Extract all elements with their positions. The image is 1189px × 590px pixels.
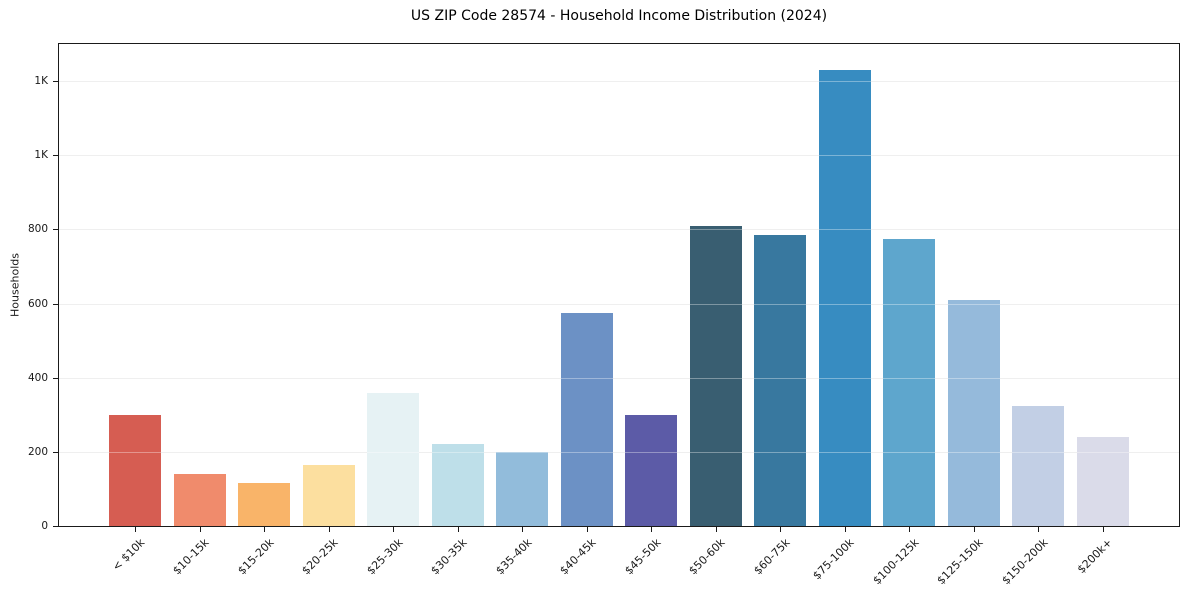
x-tick-mark [586, 527, 588, 532]
bar-slot [1006, 44, 1071, 526]
y-tick-mark [53, 526, 58, 527]
gridline-overlay [59, 81, 1179, 83]
x-tick-label: $30-35k [428, 536, 470, 578]
x-tick-label: $100-125k [870, 536, 922, 588]
y-tick-mark [53, 229, 58, 231]
bar-slot [168, 44, 233, 526]
x-tick-mark [522, 527, 524, 532]
x-tick-label: $45-50k [622, 536, 664, 578]
x-tick-mark [393, 527, 395, 532]
y-tick-label: 200 [27, 445, 48, 458]
x-tick-mark [199, 527, 201, 532]
bar-slot [555, 44, 620, 526]
bar-$15-20k [238, 483, 291, 526]
bar-$40-45k [560, 312, 613, 526]
x-tick-mark [1102, 527, 1104, 532]
y-tick-mark [53, 451, 58, 453]
y-tick-mark [53, 81, 58, 83]
chart-title: US ZIP Code 28574 - Household Income Dis… [410, 8, 828, 24]
bar-$10-15k [173, 474, 226, 526]
bar-< $10k [109, 414, 162, 526]
x-tick-mark [715, 527, 717, 532]
bar-slot [1071, 44, 1136, 526]
x-tick-label: $15-20k [235, 536, 277, 578]
bar-$100-125k [883, 238, 936, 526]
bar-slot [361, 44, 426, 526]
x-tick-label: < $10k [109, 536, 148, 574]
bar-$200k+ [1076, 437, 1129, 526]
bars-container [59, 44, 1179, 526]
bar-$125-150k [947, 299, 1000, 526]
x-tick-mark [457, 527, 459, 532]
y-tick-label: 400 [27, 371, 48, 384]
x-tick-label: $10-15k [170, 536, 212, 578]
gridline-overlay [59, 303, 1179, 305]
bar-slot [103, 44, 168, 526]
bar-slot [426, 44, 491, 526]
x-tick-mark [264, 527, 266, 532]
x-tick-mark [1038, 527, 1040, 532]
gridline [59, 451, 1179, 453]
x-tick-label: $50-60k [686, 536, 728, 578]
bar-slot [942, 44, 1007, 526]
x-tick-mark [651, 527, 653, 532]
x-tick-label: $20-25k [299, 536, 341, 578]
plot-area [58, 43, 1180, 527]
y-tick-label: 1K [34, 149, 48, 162]
bar-$20-25k [302, 464, 355, 526]
x-tick-label: $75-100k [810, 536, 857, 583]
x-tick-mark [844, 527, 846, 532]
bar-slot [877, 44, 942, 526]
gridline [59, 229, 1179, 231]
x-tick-label: $25-30k [364, 536, 406, 578]
bar-$75-100k [818, 69, 871, 526]
bar-slot [297, 44, 362, 526]
bar-slot [684, 44, 749, 526]
gridline [59, 303, 1179, 305]
y-tick-mark [53, 303, 58, 305]
y-tick-label: 0 [41, 520, 48, 532]
x-tick-mark [973, 527, 975, 532]
y-tick-label: 1K [34, 75, 48, 88]
x-tick-mark [135, 527, 137, 532]
x-tick-label: $40-45k [557, 536, 599, 578]
bar-$25-30k [367, 392, 420, 526]
x-tick-label: $35-40k [493, 536, 535, 578]
gridline [59, 155, 1179, 157]
x-tick-label: $125-150k [934, 536, 986, 588]
x-tick-mark [780, 527, 782, 532]
bar-slot [813, 44, 878, 526]
y-tick-label: 600 [27, 297, 48, 310]
bar-$30-35k [431, 444, 484, 526]
x-tick-mark [909, 527, 911, 532]
gridline [59, 81, 1179, 83]
bar-$50-60k [689, 225, 742, 526]
y-tick-mark [53, 155, 58, 157]
bar-$60-75k [754, 234, 807, 526]
gridline-overlay [59, 229, 1179, 231]
x-tick-mark [328, 527, 330, 532]
gridline-overlay [59, 451, 1179, 453]
bar-$45-50k [625, 414, 678, 526]
bar-slot [232, 44, 297, 526]
bar-$150-200k [1012, 405, 1065, 526]
gridline-overlay [59, 155, 1179, 157]
x-tick-label: $150-200k [999, 536, 1051, 588]
bar-slot [748, 44, 813, 526]
y-tick-mark [53, 377, 58, 379]
x-tick-label: $200k+ [1074, 536, 1115, 577]
x-tick-label: $60-75k [751, 536, 793, 578]
bar-$35-40k [496, 451, 549, 526]
gridline [59, 377, 1179, 379]
bar-slot [490, 44, 555, 526]
gridline-overlay [59, 377, 1179, 379]
bar-slot [619, 44, 684, 526]
y-tick-label: 800 [27, 223, 48, 236]
